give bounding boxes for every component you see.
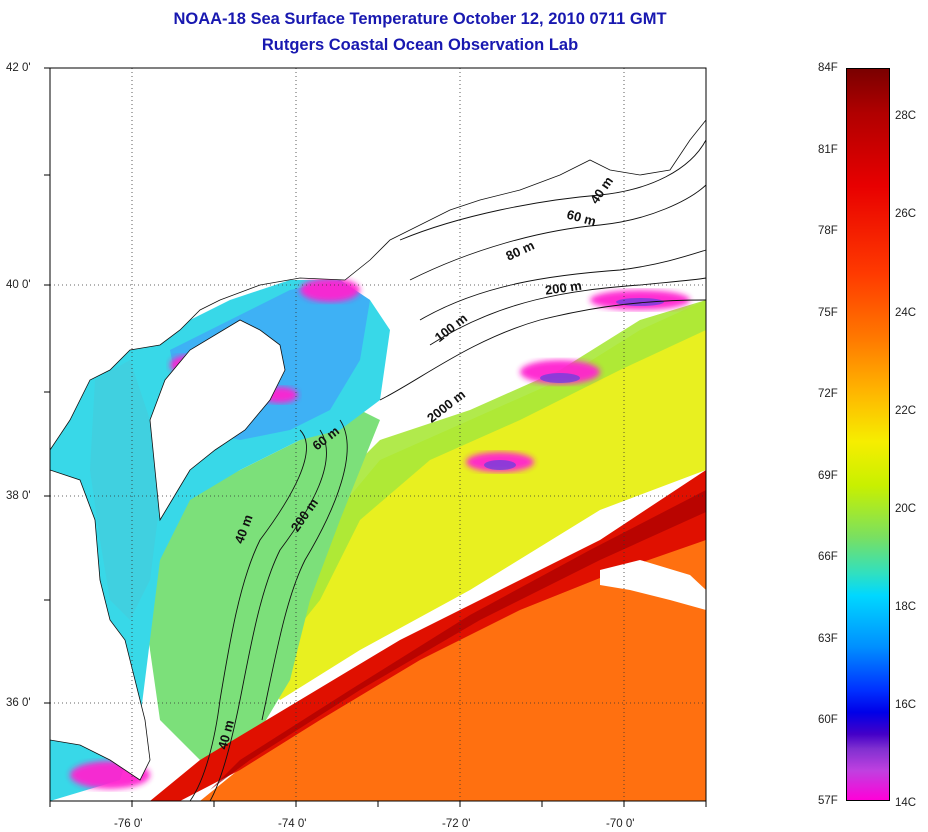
colorbar-c-label: 16C [895,699,917,711]
contour-label: 60 m [565,207,598,229]
colorbar-f-label: 57F [818,795,838,807]
colorbar-f-label: 81F [818,144,838,156]
colorbar-c-label: 14C [895,797,917,809]
gulf-stream [150,470,706,801]
slope-water [250,300,706,700]
lon-label: -76 0' [114,818,143,830]
colorbar-c-label: 20C [895,503,917,515]
land-delmarva [149,319,286,522]
colorbar-c-label: 28C [895,110,917,122]
bay-water [90,360,160,620]
lat-label: 42 0' [6,62,31,74]
colorbar-c-label: 22C [895,405,917,417]
lon-label: -70 0' [606,818,635,830]
lon-label: -72 0' [442,818,471,830]
gulf-stream-core [210,490,706,790]
colorbar-f-label: 72F [818,388,838,400]
contour-label: 200 m [544,278,583,298]
colorbar-c-label: 24C [895,307,917,319]
cold-patches [484,298,664,470]
land-northeast [50,68,706,451]
map-title: NOAA-18 Sea Surface Temperature October … [173,10,667,28]
map-subtitle: Rutgers Coastal Ocean Observation Lab [261,36,579,54]
colorbar-f-label: 75F [818,307,838,319]
axis-ticks [44,67,707,807]
temperature-colorbar [846,68,890,801]
colorbar-f-label: 84F [818,62,838,74]
lat-label: 36 0' [6,697,31,709]
land-virginia [50,469,151,781]
colorbar-f-label: 66F [818,551,838,563]
colorbar-c-label: 26C [895,208,917,220]
warm-offshore-water [200,540,706,801]
colorbar-c-label: 18C [895,601,917,613]
no-data-area [600,560,706,610]
colorbar-f-label: 78F [818,225,838,237]
lat-label: 40 0' [6,279,31,291]
colorbar-f-label: 63F [818,633,838,645]
lat-label: 38 0' [6,490,31,502]
contour-label: 40 m [215,718,237,751]
isobath-lines [189,139,707,802]
colorbar-f-label: 60F [818,714,838,726]
lon-label: -74 0' [278,818,307,830]
colorbar-f-label: 69F [818,470,838,482]
